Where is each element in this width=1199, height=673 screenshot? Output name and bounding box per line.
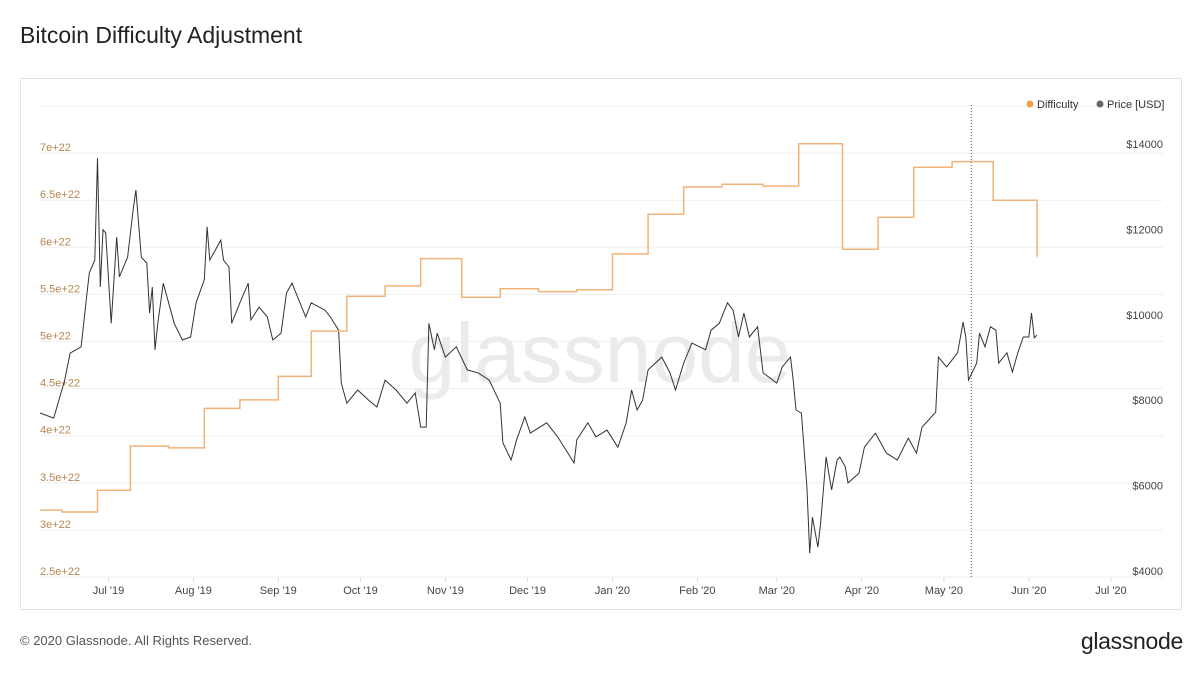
right-tick-label: $4000 [1132, 566, 1163, 578]
gridlines [40, 105, 1163, 578]
x-tick-label: Feb '20 [679, 585, 715, 597]
legend-difficulty[interactable]: Difficulty [1037, 99, 1079, 111]
legend-price[interactable]: Price [USD] [1107, 99, 1164, 111]
x-tick-label: Oct '19 [343, 585, 378, 597]
legend-difficulty-marker [1026, 100, 1034, 108]
x-tick-label: Aug '19 [175, 585, 212, 597]
x-tick-label: May '20 [925, 585, 963, 597]
right-tick-label: $10000 [1126, 310, 1163, 322]
legend-price-marker [1096, 100, 1104, 108]
left-tick-label: 2.5e+22 [40, 566, 80, 578]
x-tick-label: Jul '20 [1095, 585, 1126, 597]
x-tick-label: Mar '20 [759, 585, 795, 597]
x-tick-label: Dec '19 [509, 585, 546, 597]
x-tick-label: Sep '19 [260, 585, 297, 597]
x-tick-label: Nov '19 [427, 585, 464, 597]
left-tick-label: 6.5e+22 [40, 189, 80, 201]
axis-ticks: 2.5e+22 3e+22 3.5e+22 4e+22 4.5e+22 5e+22 5.5e… [40, 139, 1163, 597]
page-title: Bitcoin Difficulty Adjustment [20, 22, 303, 48]
chart-frame [20, 78, 1182, 610]
x-tick-label: Apr '20 [844, 585, 879, 597]
copyright: © 2020 Glassnode. All Rights Reserved. [20, 633, 253, 648]
x-tick-label: Jun '20 [1011, 585, 1046, 597]
right-tick-label: $6000 [1132, 481, 1163, 493]
left-tick-label: 4.5e+22 [40, 378, 80, 390]
left-tick-label: 3e+22 [40, 519, 71, 531]
right-tick-label: $12000 [1126, 224, 1163, 236]
watermark: glassnode [409, 306, 792, 400]
x-tick-label: Jan '20 [595, 585, 630, 597]
right-tick-label: $8000 [1132, 395, 1163, 407]
series-layer [39, 105, 1038, 577]
left-tick-label: 6e+22 [40, 236, 71, 248]
left-tick-label: 5e+22 [40, 331, 71, 343]
left-tick-label: 7e+22 [40, 142, 71, 154]
left-tick-label: 3.5e+22 [40, 472, 80, 484]
price-line [39, 158, 1038, 554]
x-tick-label: Jul '19 [93, 585, 124, 597]
left-tick-label: 5.5e+22 [40, 283, 80, 295]
right-tick-label: $14000 [1126, 139, 1163, 151]
difficulty-line [40, 142, 1038, 513]
glassnode-logo[interactable]: glassnode [1080, 628, 1183, 654]
left-tick-label: 4e+22 [40, 425, 71, 437]
legend: Difficulty Price [USD] [1026, 99, 1164, 111]
